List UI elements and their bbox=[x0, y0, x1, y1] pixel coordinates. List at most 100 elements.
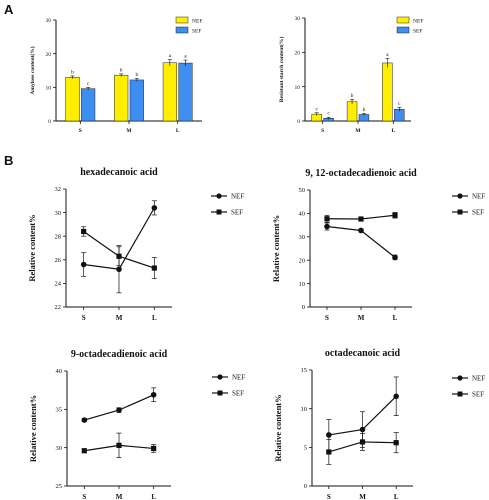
legend-marker-nef bbox=[457, 375, 463, 381]
y-axis-label: Relative content% bbox=[273, 394, 283, 461]
data-point-sef bbox=[81, 448, 87, 454]
y-axis-label: Resistant starch content(%) bbox=[278, 37, 285, 103]
legend-label-nef: NEF bbox=[472, 375, 485, 383]
x-tick-label: M bbox=[355, 128, 361, 134]
x-tick-label: S bbox=[82, 314, 86, 322]
legend-swatch-nef bbox=[396, 16, 410, 24]
bar-nef bbox=[346, 101, 358, 122]
x-tick-label: L bbox=[152, 314, 157, 322]
y-tick-label: 30 bbox=[56, 445, 63, 452]
bar-nef bbox=[114, 74, 129, 122]
data-point-sef bbox=[116, 442, 122, 448]
legend-swatch-sef bbox=[175, 26, 189, 34]
data-point-sef bbox=[392, 212, 398, 218]
y-tick-label: 40 bbox=[56, 368, 63, 375]
legend-label-sef: SEF bbox=[413, 29, 422, 35]
legend-marker-nef bbox=[216, 193, 222, 199]
x-tick-label: L bbox=[394, 493, 399, 500]
legend-label-nef: NEF bbox=[472, 193, 485, 201]
y-tick-label: 20 bbox=[295, 51, 301, 57]
x-tick-label: S bbox=[321, 128, 324, 134]
y-tick-label: 50 bbox=[299, 187, 306, 194]
significance-letter: b bbox=[135, 72, 138, 78]
significance-letter: b bbox=[351, 93, 354, 99]
legend-marker-nef bbox=[217, 374, 223, 380]
legend-label-nef: NEF bbox=[413, 19, 423, 25]
data-point-sef bbox=[359, 439, 366, 445]
y-tick-label: 25 bbox=[56, 483, 63, 490]
y-axis-label: Relative content% bbox=[27, 214, 37, 281]
data-point-nef bbox=[150, 391, 157, 398]
y-tick-label: 10 bbox=[299, 281, 306, 288]
y-axis-label: Relative content% bbox=[271, 215, 281, 282]
significance-letter: b bbox=[120, 67, 123, 73]
x-tick-label: S bbox=[325, 314, 329, 322]
y-axis-label: Amylose content(%) bbox=[29, 46, 36, 94]
y-tick-label: 28 bbox=[55, 233, 62, 240]
x-tick-label: S bbox=[82, 493, 86, 500]
significance-letter: b bbox=[71, 69, 74, 75]
legend-label-nef: NEF bbox=[192, 19, 202, 25]
data-point-nef bbox=[358, 227, 364, 234]
significance-letter: c bbox=[87, 81, 90, 87]
legend-label-nef: NEF bbox=[232, 374, 245, 382]
x-tick-label: M bbox=[116, 493, 123, 500]
chart-title: hexadecanoic acid bbox=[80, 167, 158, 178]
panel-label-b: B bbox=[4, 153, 13, 168]
legend-label-sef: SEF bbox=[232, 390, 244, 398]
y-tick-label: 20 bbox=[46, 52, 52, 58]
y-axis-label: Relative content% bbox=[28, 395, 38, 462]
data-point-nef bbox=[393, 393, 399, 400]
legend-swatch-nef bbox=[175, 16, 189, 24]
significance-letter: c bbox=[315, 106, 318, 112]
y-tick-label: 22 bbox=[55, 304, 62, 311]
x-tick-label: M bbox=[359, 493, 366, 500]
y-tick-label: 30 bbox=[299, 234, 306, 241]
legend-marker-sef bbox=[217, 390, 223, 396]
x-tick-label: L bbox=[393, 314, 398, 322]
data-point-sef bbox=[81, 228, 87, 235]
y-tick-label: 30 bbox=[295, 16, 301, 22]
significance-letter: b bbox=[363, 107, 366, 113]
x-tick-label: S bbox=[79, 128, 82, 134]
chart-1: 0 10 20 30 S M L Resistant starch content(%) c b a… bbox=[278, 16, 423, 134]
y-tick-label: 30 bbox=[55, 210, 62, 217]
legend-marker-sef bbox=[216, 209, 222, 215]
chart-title: 9-octadecadienoic acid bbox=[71, 349, 168, 360]
significance-letter: c bbox=[327, 111, 330, 117]
data-point-nef bbox=[80, 261, 87, 268]
chart-title: 9, 12-octadecadienoic acid bbox=[305, 168, 417, 179]
data-point-nef bbox=[116, 266, 122, 273]
y-tick-label: 26 bbox=[55, 257, 62, 264]
chart-0: 0 10 20 30 S M L Amylose content(%) b b a c b a NEF SEF bbox=[29, 16, 202, 134]
x-tick-label: M bbox=[116, 314, 123, 322]
chart-3: 9, 12-octadecadienoic acid 0 10 20 30 40 50 S M L… bbox=[271, 168, 485, 322]
y-tick-label: 0 bbox=[302, 304, 305, 311]
data-point-sef bbox=[326, 449, 332, 455]
data-point-sef bbox=[151, 445, 157, 452]
x-tick-label: S bbox=[327, 493, 331, 500]
y-tick-label: 32 bbox=[55, 186, 62, 193]
chart-2: hexadecanoic acid 22 24 26 28 30 32 S M L Relative… bbox=[27, 167, 244, 322]
data-point-nef bbox=[359, 426, 366, 433]
y-tick-label: 10 bbox=[301, 406, 308, 413]
significance-letter: c bbox=[398, 101, 401, 107]
data-point-sef bbox=[151, 265, 157, 271]
data-point-sef bbox=[393, 440, 399, 446]
y-tick-label: 24 bbox=[55, 281, 62, 288]
legend-label-sef: SEF bbox=[231, 209, 243, 217]
chart-title: octadecanoic acid bbox=[325, 348, 401, 359]
significance-letter: a bbox=[386, 52, 389, 58]
chart-4: 9-octadecadienoic acid 25 30 35 40 S M L Relativ… bbox=[28, 349, 245, 500]
significance-letter: a bbox=[169, 53, 172, 59]
data-point-nef bbox=[81, 417, 88, 423]
chart-5: octadecanoic acid 0 5 10 15 S M L Relative conte… bbox=[273, 348, 485, 500]
x-tick-label: L bbox=[151, 493, 156, 500]
y-tick-label: 35 bbox=[56, 407, 63, 414]
y-tick-label: 0 bbox=[297, 119, 300, 125]
bar-nef bbox=[162, 62, 177, 122]
legend-swatch-sef bbox=[396, 26, 410, 34]
charts-container: 0 10 20 30 S M L Amylose content(%) b b a c b a NEF SEF… bbox=[27, 16, 485, 500]
panel-label-a: A bbox=[4, 2, 14, 17]
